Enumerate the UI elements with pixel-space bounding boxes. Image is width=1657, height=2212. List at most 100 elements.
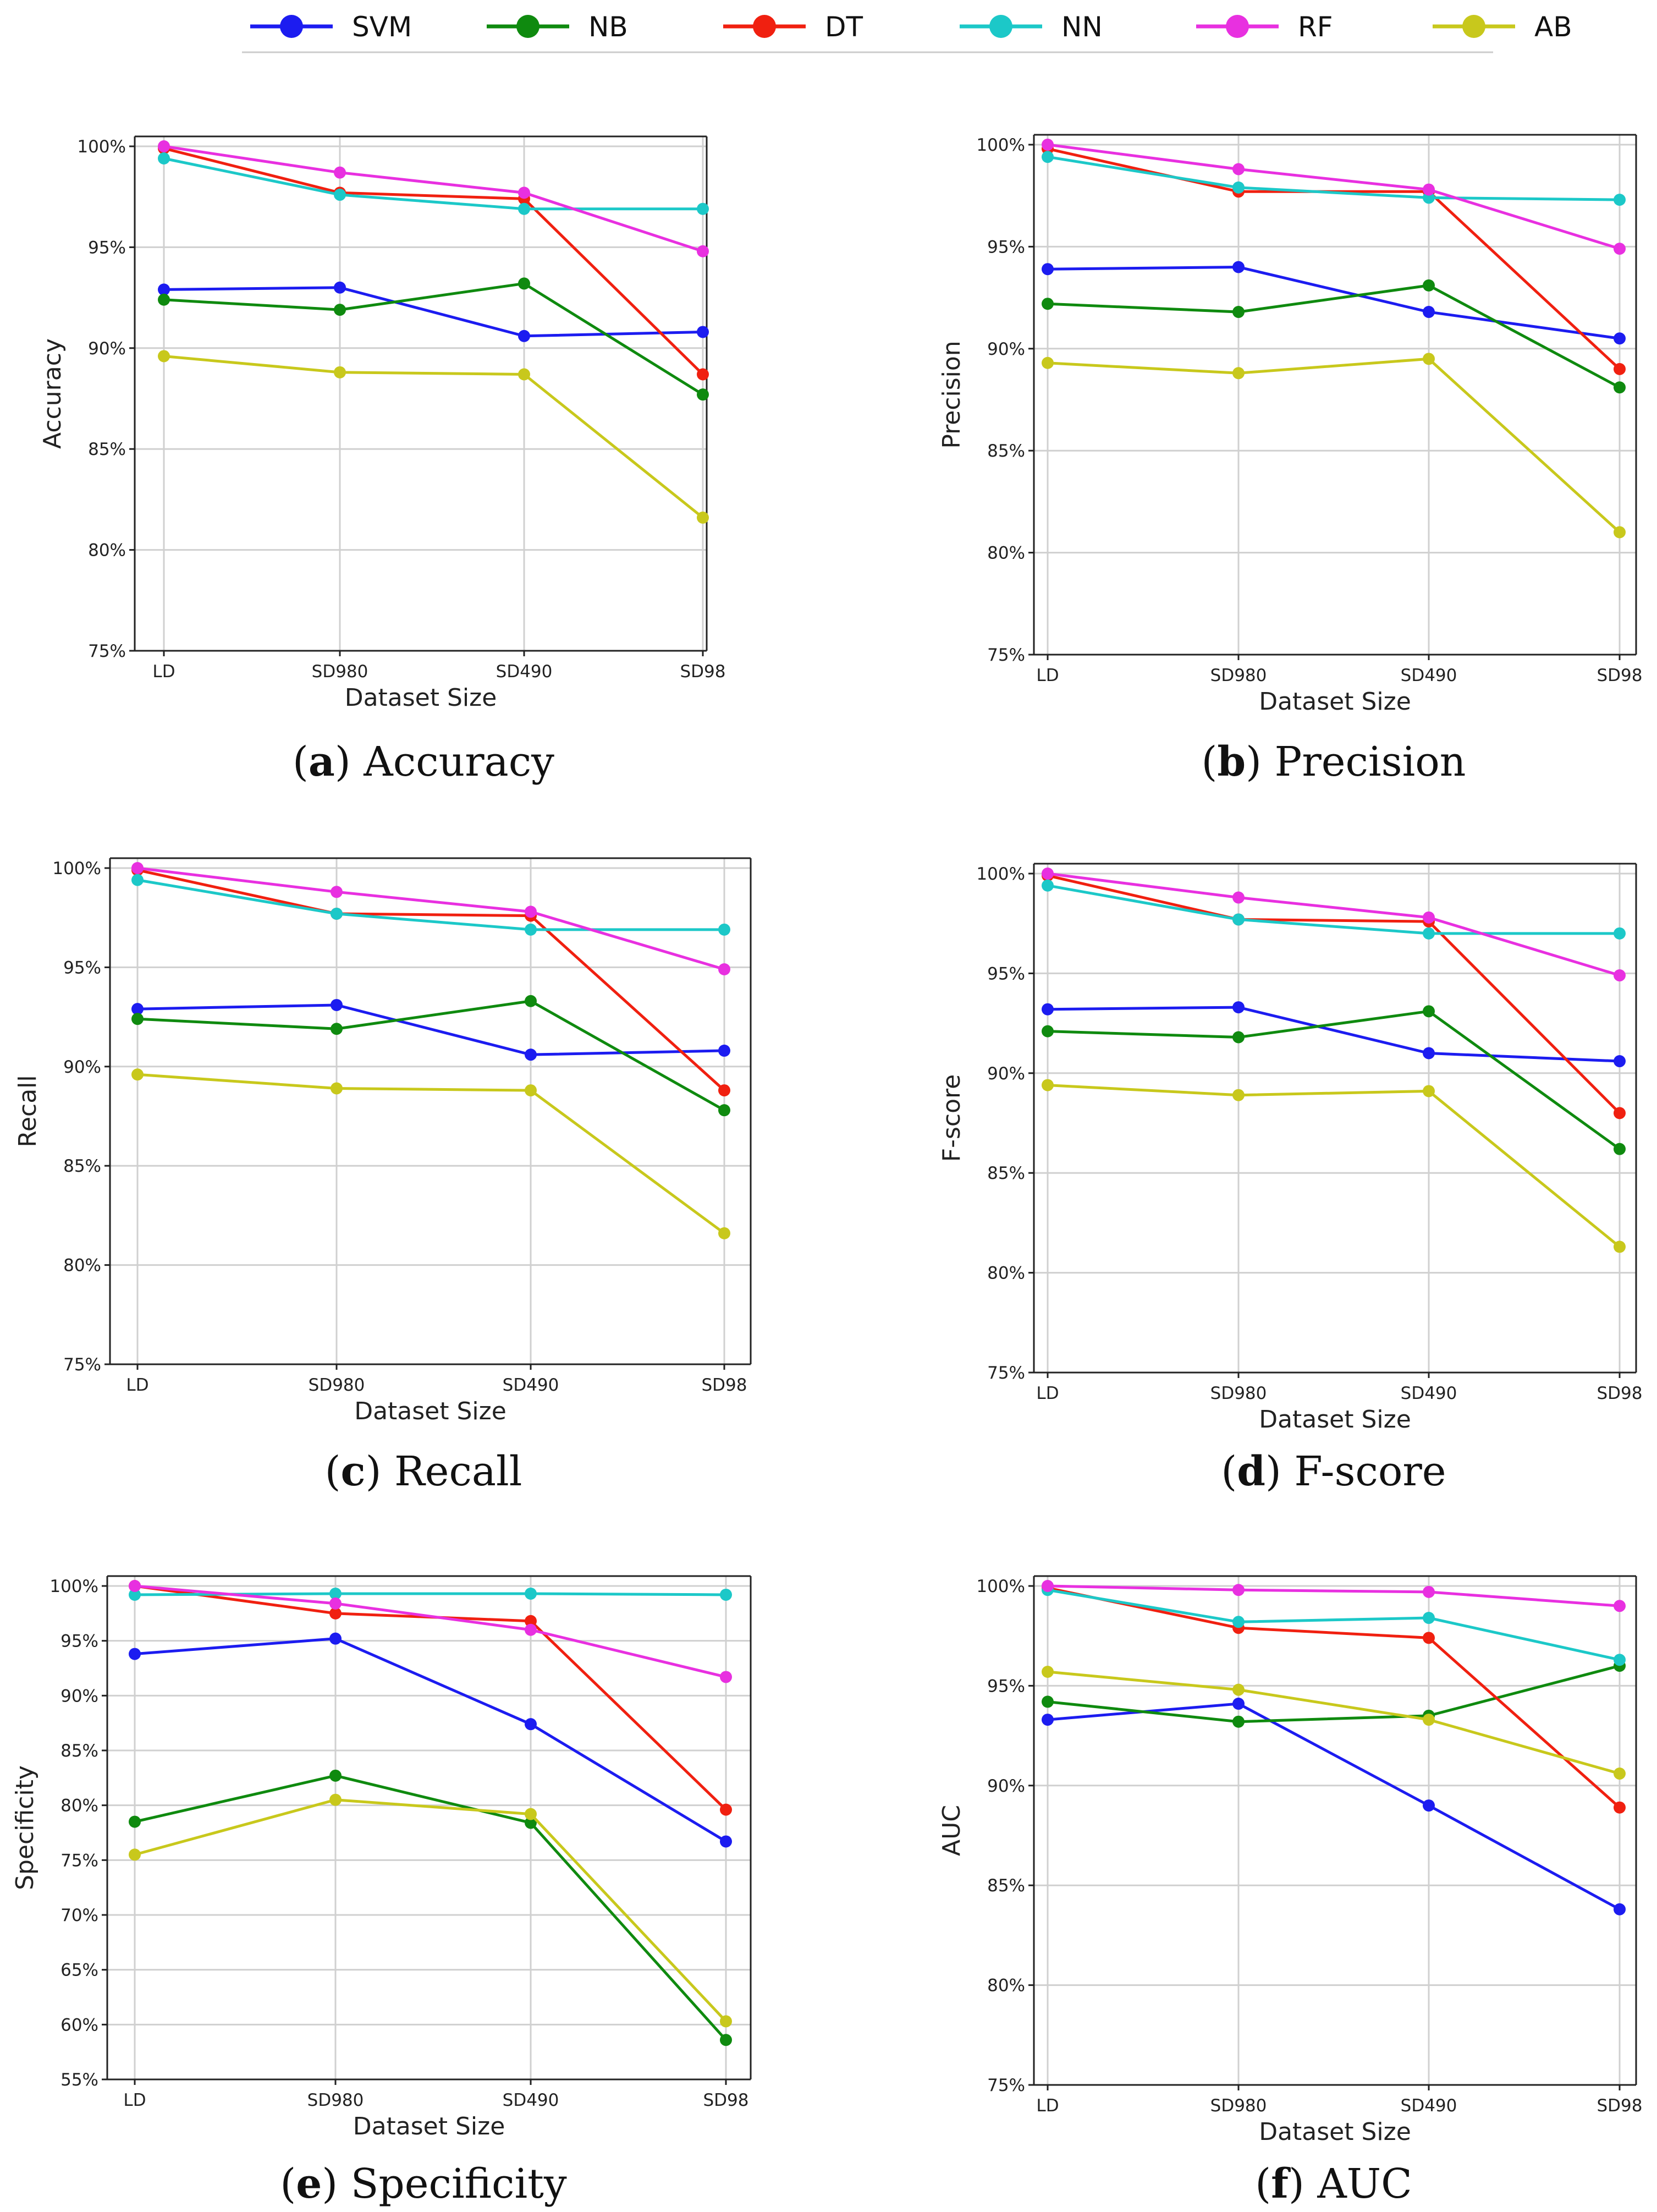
data-point xyxy=(1232,1715,1245,1728)
legend-label: AB xyxy=(1534,11,1572,43)
series-line xyxy=(163,282,704,396)
data-point xyxy=(525,905,537,918)
series-line xyxy=(1047,1084,1621,1248)
data-point xyxy=(718,1084,730,1097)
series-line xyxy=(1047,265,1620,340)
data-point xyxy=(697,202,709,215)
data-point xyxy=(131,1003,144,1016)
data-point xyxy=(331,998,343,1011)
series-rf xyxy=(129,1580,732,1683)
caption-letter: e xyxy=(296,2160,322,2208)
y-axis-label: AUC xyxy=(938,1805,966,1856)
chart-caption: (b) Precision xyxy=(1202,738,1466,786)
caption-paren-close: ) xyxy=(335,738,364,786)
caption-paren-close: ) xyxy=(1265,1448,1294,1495)
series-line xyxy=(137,869,725,1091)
x-tick-label: SD980 xyxy=(307,2090,364,2110)
series-nn xyxy=(1042,879,1626,940)
y-tick-label: 55% xyxy=(60,2070,98,2090)
legend-marker xyxy=(753,15,776,38)
x-tick-label: LD xyxy=(123,2090,146,2110)
y-tick-label: 85% xyxy=(60,1741,98,1761)
series-ab xyxy=(1042,353,1626,539)
y-tick-label: 100% xyxy=(49,1577,98,1596)
series-line xyxy=(1047,1587,1621,1809)
legend-label: RF xyxy=(1298,11,1333,43)
data-point xyxy=(1042,356,1054,369)
y-tick-label: 100% xyxy=(52,859,101,879)
x-tick-label: LD xyxy=(126,1375,148,1395)
series-line xyxy=(163,157,703,211)
caption-paren-open: ( xyxy=(1255,2160,1271,2208)
chart-caption: (e) Specificity xyxy=(280,2160,567,2208)
caption-letter: b xyxy=(1217,738,1246,786)
series-dt xyxy=(1042,142,1626,375)
series-dt xyxy=(1042,1582,1626,1814)
y-tick-label: 80% xyxy=(987,544,1025,563)
data-point xyxy=(1042,1580,1054,1592)
legend-label: NN xyxy=(1061,11,1103,43)
x-tick-label: SD98 xyxy=(702,1375,747,1395)
x-axis-label: Dataset Size xyxy=(353,2112,505,2140)
caption-text: AUC xyxy=(1317,2160,1412,2208)
chart-precision: 75% 80% 85% 90% 95% 100% LD SD980 SD490 SD98 Datas… xyxy=(938,134,1643,786)
data-point xyxy=(1232,1698,1245,1710)
data-point xyxy=(1232,163,1245,175)
y-tick-label: 90% xyxy=(987,339,1025,359)
x-tick-label: SD98 xyxy=(1597,666,1643,685)
data-point xyxy=(525,1615,537,1627)
x-axis-label: Dataset Size xyxy=(354,1397,507,1425)
series-line xyxy=(163,354,704,519)
data-point xyxy=(158,152,170,165)
x-axis-label: Dataset Size xyxy=(1259,2118,1411,2146)
x-tick-label: SD980 xyxy=(1210,2096,1267,2116)
caption-paren-close: ) xyxy=(1246,738,1274,786)
data-point xyxy=(329,1607,342,1620)
data-point xyxy=(1042,1003,1054,1016)
data-point xyxy=(697,368,709,381)
data-point xyxy=(129,1588,141,1601)
data-point xyxy=(525,1808,537,1820)
data-point xyxy=(1423,1612,1435,1624)
x-tick-label: SD98 xyxy=(1597,1384,1643,1403)
data-point xyxy=(1042,868,1054,880)
series-nb xyxy=(158,277,709,401)
legend-label: NB xyxy=(588,11,628,43)
legend-marker xyxy=(989,15,1012,38)
legend-marker xyxy=(1226,15,1249,38)
data-point xyxy=(720,1588,732,1601)
series-line xyxy=(1047,1702,1621,1911)
series-line xyxy=(1047,874,1621,1115)
data-point xyxy=(720,2034,732,2046)
data-point xyxy=(718,1104,730,1117)
data-point xyxy=(1232,367,1245,380)
data-point xyxy=(697,511,709,524)
caption-paren-open: ( xyxy=(1202,738,1218,786)
legend-entry-rf: RF xyxy=(1196,11,1333,43)
data-point xyxy=(1423,183,1435,196)
data-point xyxy=(1423,1085,1435,1097)
data-point xyxy=(1614,1241,1626,1253)
data-point xyxy=(518,368,530,381)
series-line xyxy=(137,879,724,931)
data-point xyxy=(1042,151,1054,163)
data-point xyxy=(1042,1695,1054,1708)
data-point xyxy=(1614,1600,1626,1612)
data-point xyxy=(1232,1584,1245,1596)
x-tick-label: SD490 xyxy=(1401,2096,1457,2116)
chart-auc: 75% 80% 85% 90% 95% 100% LD SD980 SD490 SD98 Datas… xyxy=(938,1575,1643,2208)
caption-paren-open: ( xyxy=(325,1448,341,1495)
series-svm xyxy=(131,998,730,1061)
data-point xyxy=(1614,1143,1626,1155)
data-point xyxy=(1423,1047,1435,1060)
data-point xyxy=(1614,1801,1626,1814)
data-point xyxy=(331,1023,343,1035)
data-point xyxy=(525,1816,537,1829)
series-svm xyxy=(158,281,709,342)
x-tick-label: SD490 xyxy=(1401,1384,1457,1403)
x-tick-label: LD xyxy=(1036,666,1059,685)
y-tick-label: 70% xyxy=(60,1906,98,1925)
series-svm xyxy=(129,1632,732,1848)
caption-text: Precision xyxy=(1275,738,1466,786)
